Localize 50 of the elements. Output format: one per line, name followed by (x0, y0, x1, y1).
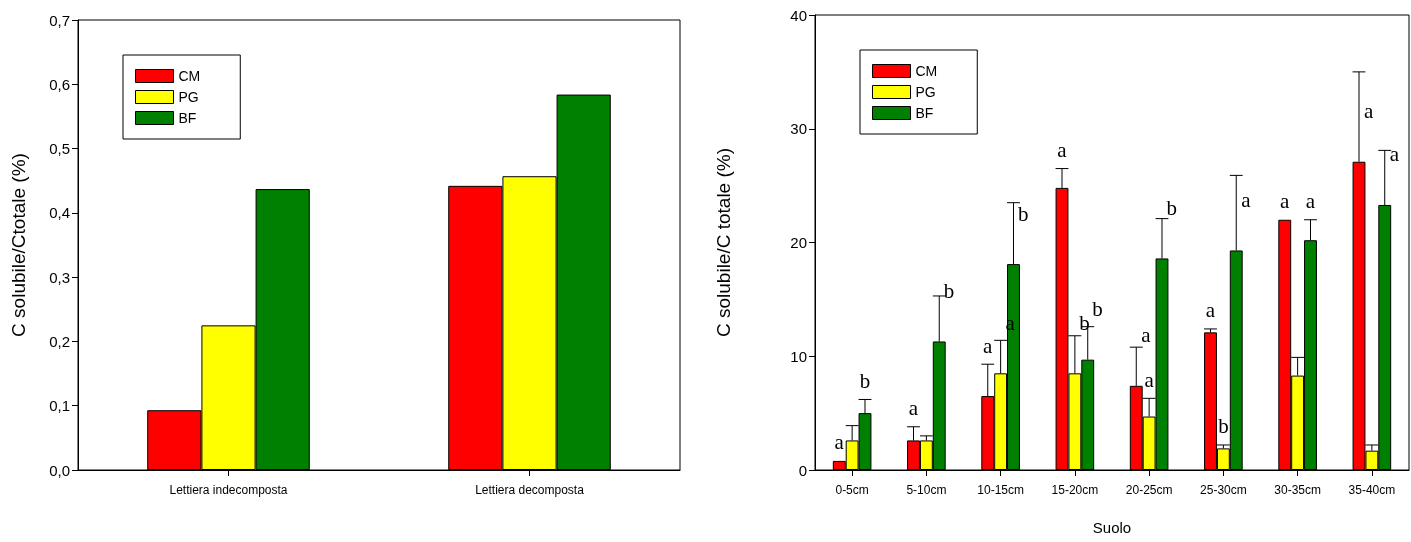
y-tick-label: 40 (790, 6, 807, 24)
legend-label: BF (915, 105, 934, 121)
x-tick-label: 15-20cm (1051, 483, 1099, 497)
data-label: b (1017, 201, 1029, 226)
x-tick-label: Lettiera decomposta (475, 483, 585, 497)
data-label: b (859, 368, 871, 393)
y-axis-title: C solubile/Ctotale (%) (8, 153, 29, 337)
legend-label: CM (915, 63, 938, 79)
x-tick-label: 5-10cm (906, 483, 947, 497)
y-tick-label: 0,2 (49, 332, 70, 350)
y-axis-title: C solubile/C totale (%) (713, 147, 734, 338)
y-tick-label: 0,4 (49, 204, 70, 222)
data-label: a (1057, 138, 1068, 163)
data-label: a (834, 430, 845, 455)
x-tick-label: 25-30cm (1200, 483, 1247, 497)
legend-label: PG (178, 89, 199, 105)
data-label: a (1141, 323, 1152, 348)
data-label: a (1305, 189, 1316, 214)
data-label: a (1205, 298, 1216, 323)
x-tick-label: 35-40cm (1348, 483, 1396, 497)
x-tick-label: 10-15cm (977, 483, 1024, 497)
y-tick-label: 20 (790, 234, 807, 251)
y-tick-label: 0,0 (49, 461, 70, 479)
x-axis-title: Suolo (1092, 519, 1132, 536)
data-label: a (1389, 142, 1400, 167)
legend-label: BF (178, 110, 197, 126)
data-label: a (1363, 99, 1374, 124)
x-tick-label: Lettiera indecomposta (169, 483, 288, 497)
x-tick-label: 30-35cm (1274, 483, 1321, 497)
y-tick-label: 0,5 (49, 140, 70, 158)
y-tick-label: 0 (798, 461, 807, 479)
y-tick-label: 0,6 (49, 75, 70, 93)
y-tick-label: 0,3 (49, 268, 70, 286)
data-label: a (983, 333, 994, 358)
y-tick-label: 0,1 (49, 397, 70, 415)
x-tick-label: 0-5cm (835, 483, 869, 497)
data-label: a (908, 396, 919, 421)
data-label: b (1166, 195, 1177, 220)
legend-label: CM (178, 68, 201, 84)
data-label: a (1280, 189, 1291, 214)
y-tick-label: 10 (790, 347, 807, 365)
data-label: b (1218, 414, 1229, 439)
data-label: b (1092, 297, 1103, 322)
y-tick-label: 30 (790, 120, 807, 138)
legend-label: PG (915, 84, 936, 100)
data-label: a (1241, 187, 1252, 212)
x-tick-label: 20-25cm (1125, 483, 1173, 497)
data-label: b (943, 278, 955, 303)
y-tick-label: 0,7 (49, 11, 70, 29)
data-label: a (1144, 367, 1155, 392)
